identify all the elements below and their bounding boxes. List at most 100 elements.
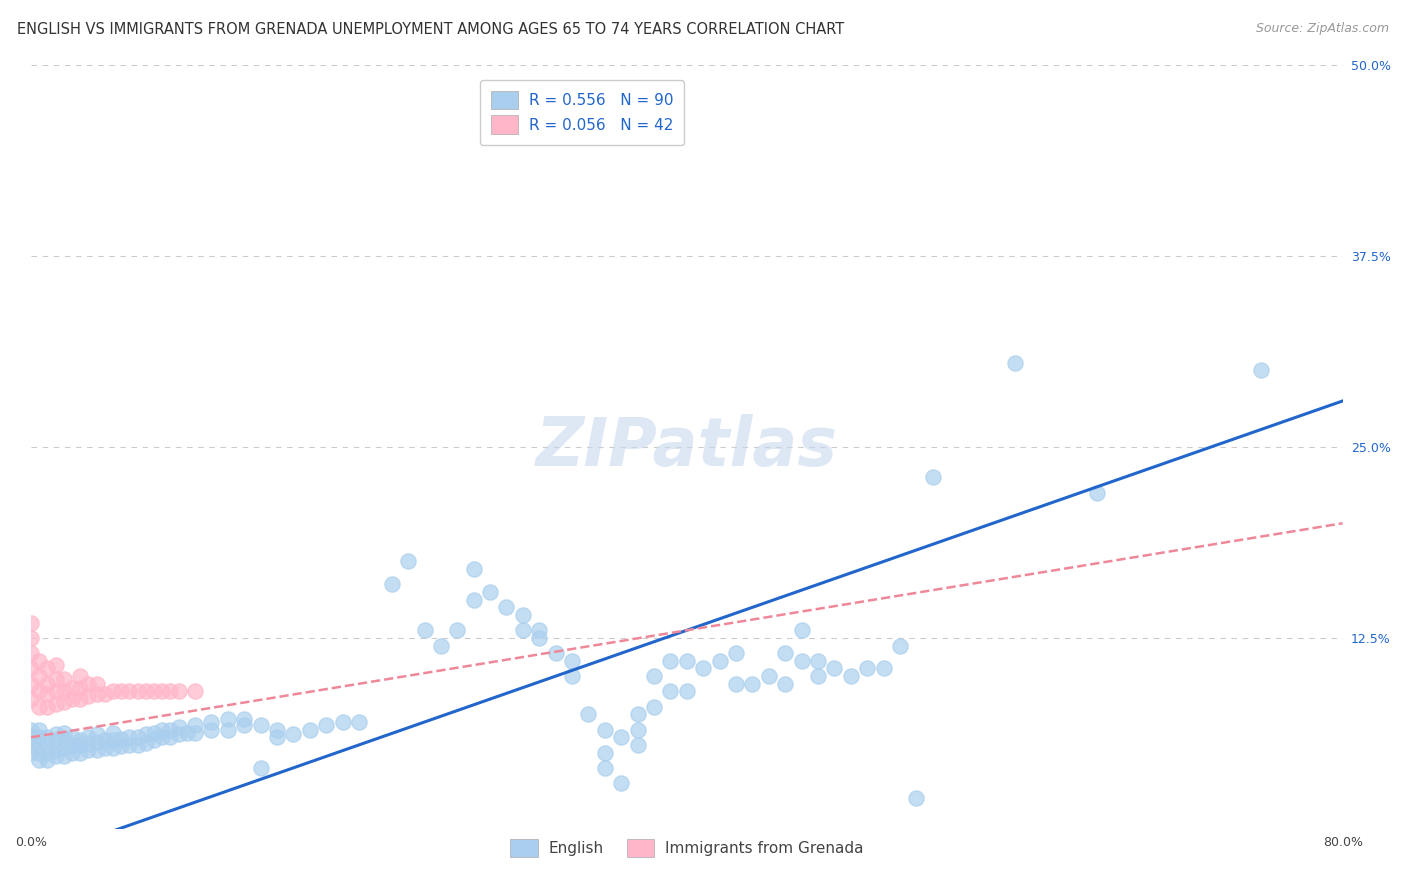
Point	[69, 692, 91, 706]
Point	[37, 753, 59, 767]
Point	[20, 646, 42, 660]
Point	[77, 742, 100, 756]
Point	[659, 654, 682, 668]
Point	[593, 746, 616, 760]
Point	[69, 669, 91, 683]
Point	[101, 725, 124, 739]
Point	[69, 681, 91, 696]
Point	[86, 742, 108, 756]
Point	[159, 731, 181, 745]
Point	[692, 661, 714, 675]
Point	[20, 631, 42, 645]
Point	[167, 720, 190, 734]
Point	[45, 658, 67, 673]
Point	[159, 684, 181, 698]
Point	[463, 562, 485, 576]
Point	[135, 736, 157, 750]
Point	[101, 733, 124, 747]
Point	[561, 669, 583, 683]
Point	[610, 731, 633, 745]
Point	[627, 707, 650, 722]
Point	[676, 684, 699, 698]
Point	[37, 738, 59, 752]
Point	[266, 731, 288, 745]
Point	[52, 684, 75, 698]
Point	[627, 723, 650, 737]
Point	[659, 684, 682, 698]
Point	[283, 727, 305, 741]
Point	[37, 688, 59, 702]
Point	[495, 600, 517, 615]
Point	[118, 731, 141, 745]
Point	[150, 731, 173, 745]
Point	[807, 654, 830, 668]
Point	[37, 699, 59, 714]
Point	[77, 736, 100, 750]
Point	[94, 741, 117, 756]
Point	[561, 654, 583, 668]
Point	[479, 585, 502, 599]
Text: Source: ZipAtlas.com: Source: ZipAtlas.com	[1256, 22, 1389, 36]
Point	[610, 776, 633, 790]
Point	[1004, 356, 1026, 370]
Point	[593, 761, 616, 775]
Point	[184, 684, 207, 698]
Point	[773, 646, 796, 660]
Text: ZIPatlas: ZIPatlas	[536, 414, 838, 480]
Point	[28, 684, 51, 698]
Point	[94, 688, 117, 702]
Point	[77, 731, 100, 745]
Point	[332, 714, 354, 729]
Point	[127, 684, 149, 698]
Point	[413, 624, 436, 638]
Point	[529, 624, 551, 638]
Point	[20, 731, 42, 745]
Point	[807, 669, 830, 683]
Point	[233, 718, 256, 732]
Point	[512, 607, 534, 622]
Point	[430, 639, 453, 653]
Point	[77, 689, 100, 703]
Point	[101, 741, 124, 756]
Point	[127, 738, 149, 752]
Point	[724, 677, 747, 691]
Point	[20, 692, 42, 706]
Point	[69, 733, 91, 747]
Point	[45, 684, 67, 698]
Point	[69, 746, 91, 760]
Point	[60, 746, 83, 760]
Point	[823, 661, 845, 675]
Point	[110, 731, 132, 746]
Point	[28, 699, 51, 714]
Point	[249, 761, 271, 775]
Point	[20, 677, 42, 691]
Point	[52, 748, 75, 763]
Point	[593, 723, 616, 737]
Point	[143, 725, 166, 739]
Point	[150, 723, 173, 737]
Point	[1250, 363, 1272, 377]
Point	[200, 714, 222, 729]
Point	[200, 723, 222, 737]
Point	[45, 727, 67, 741]
Point	[110, 739, 132, 754]
Point	[45, 733, 67, 747]
Point	[45, 742, 67, 756]
Point	[463, 592, 485, 607]
Point	[578, 707, 600, 722]
Point	[52, 725, 75, 739]
Point	[381, 577, 404, 591]
Point	[101, 684, 124, 698]
Point	[1085, 485, 1108, 500]
Point	[45, 697, 67, 711]
Point	[52, 733, 75, 747]
Point	[86, 677, 108, 691]
Point	[28, 738, 51, 752]
Point	[790, 624, 813, 638]
Point	[512, 624, 534, 638]
Point	[266, 723, 288, 737]
Point	[20, 738, 42, 752]
Point	[176, 725, 198, 739]
Point	[544, 646, 567, 660]
Point	[724, 646, 747, 660]
